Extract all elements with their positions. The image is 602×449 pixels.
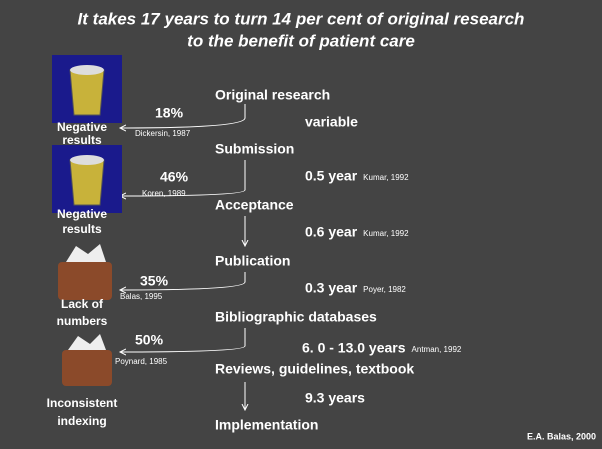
citation: Kumar, 1992 <box>363 173 409 182</box>
loss-label: results <box>62 222 102 236</box>
loss-percent: 35% <box>140 273 169 289</box>
duration: 9.3 years <box>305 390 365 406</box>
loss-label: Lack of <box>61 297 104 311</box>
loss-label: Inconsistent <box>47 396 118 410</box>
duration: variable <box>305 114 358 130</box>
citation: Poyer, 1982 <box>363 285 406 294</box>
stage: Acceptance <box>215 197 294 213</box>
loss-label: numbers <box>57 314 108 328</box>
loss-percent: 46% <box>160 169 189 185</box>
loss-label: results <box>62 133 102 147</box>
citation: Kumar, 1992 <box>363 229 409 238</box>
citation: Dickersin, 1987 <box>135 129 191 138</box>
credit: E.A. Balas, 2000 <box>527 431 596 441</box>
duration: 0.6 year <box>305 224 358 240</box>
loss-label: Negative <box>57 120 107 134</box>
title: to the benefit of patient care <box>187 31 415 50</box>
citation: Antman, 1992 <box>412 345 462 354</box>
loss-percent: 50% <box>135 332 164 348</box>
duration: 0.5 year <box>305 168 358 184</box>
duration: 0.3 year <box>305 280 358 296</box>
stage: Reviews, guidelines, textbook <box>215 361 414 377</box>
slide: It takes 17 years to turn 14 per cent of… <box>0 0 602 444</box>
loss-label: indexing <box>57 414 106 428</box>
loss-percent: 18% <box>155 105 184 121</box>
stage: Bibliographic databases <box>215 309 377 325</box>
loss-label: Negative <box>57 207 107 221</box>
title: It takes 17 years to turn 14 per cent of… <box>78 9 525 28</box>
stage: Implementation <box>215 417 318 433</box>
stage: Original research <box>215 87 330 103</box>
stage: Submission <box>215 141 294 157</box>
citation: Poynard, 1985 <box>115 357 168 366</box>
citation: Koren, 1989 <box>142 189 186 198</box>
duration: 6. 0 - 13.0 years <box>302 340 406 356</box>
stage: Publication <box>215 253 290 269</box>
citation: Balas, 1995 <box>120 292 163 301</box>
